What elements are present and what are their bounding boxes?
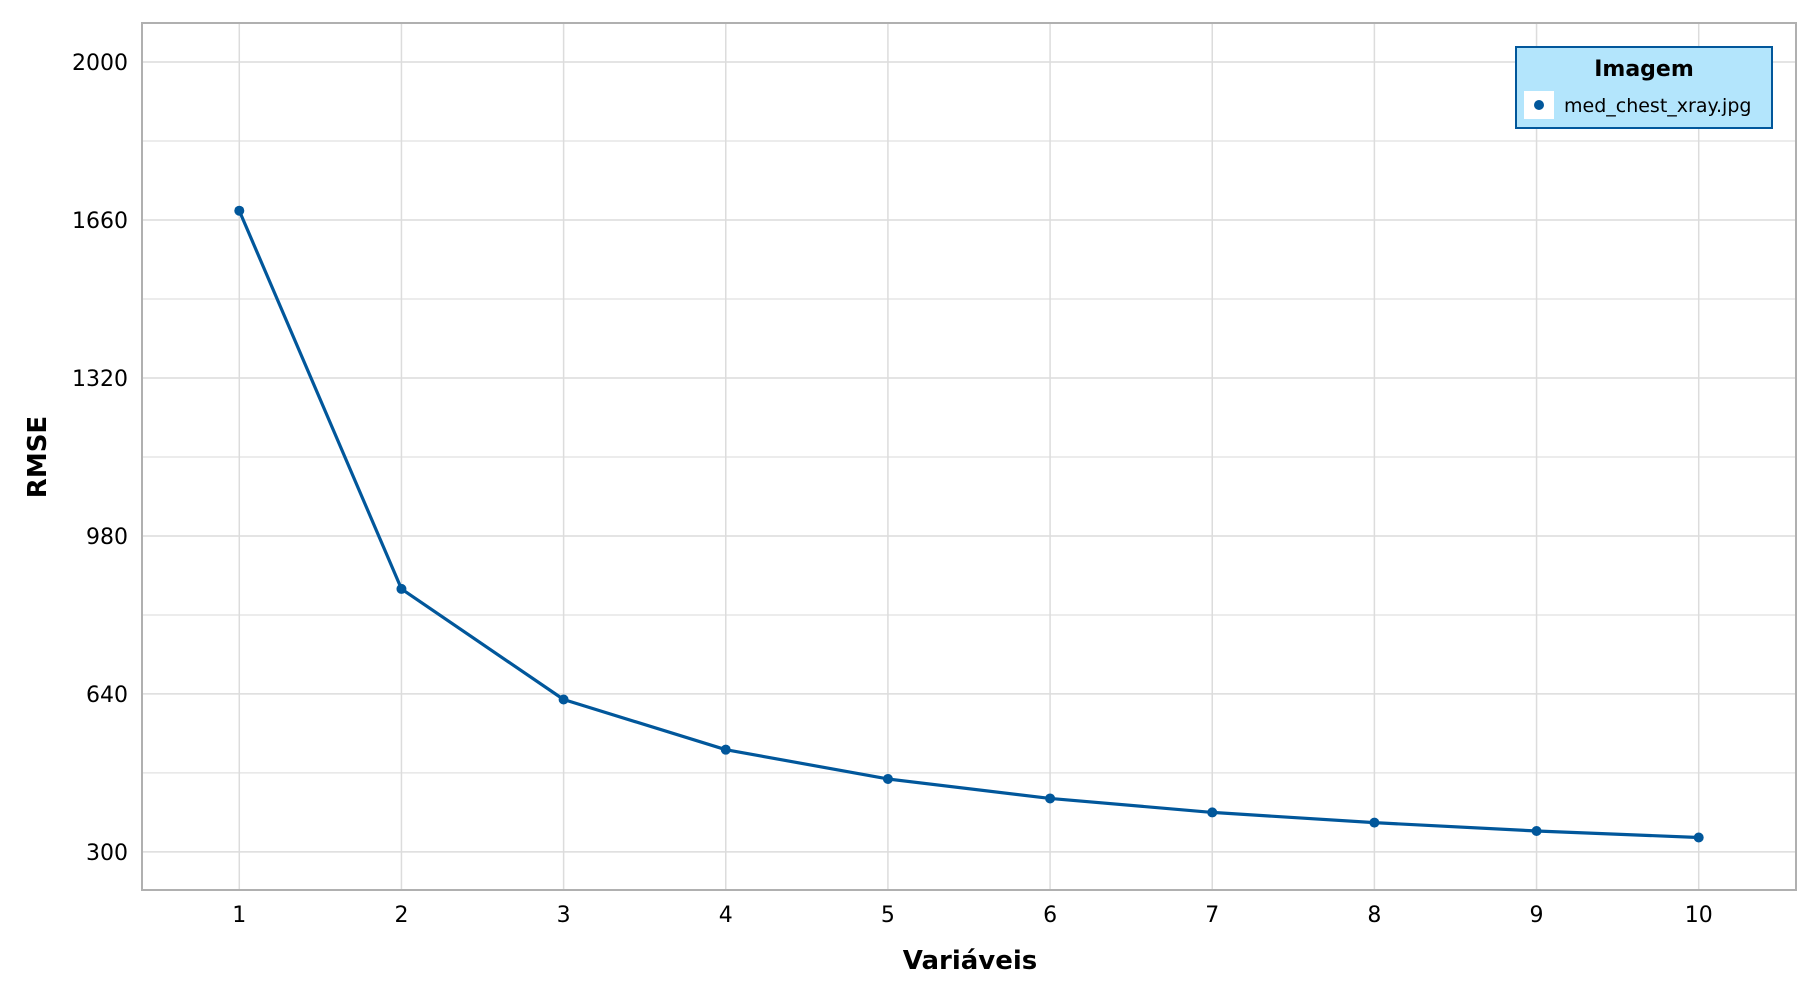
data-point — [558, 694, 569, 705]
data-point — [1531, 825, 1542, 836]
x-tick-label: 3 — [557, 903, 571, 928]
y-tick-label: 1320 — [72, 367, 128, 392]
data-point — [1045, 793, 1056, 804]
y-tick-label: 1660 — [72, 209, 128, 234]
y-axis-title: RMSE — [23, 416, 53, 498]
grid-lines — [142, 23, 1796, 890]
legend-box — [1515, 46, 1773, 129]
x-tick-label: 8 — [1367, 903, 1381, 928]
y-tick-label: 2000 — [72, 51, 128, 76]
data-point — [720, 744, 731, 755]
x-tick-label: 1 — [232, 903, 246, 928]
y-axis-ticks: 300 640 980 1320 1660 2000 — [72, 51, 128, 866]
x-tick-label: 4 — [719, 903, 733, 928]
legend-title: Imagem — [1594, 57, 1694, 82]
data-point — [1207, 807, 1218, 818]
legend-marker-icon — [1534, 100, 1544, 110]
plot-frame — [141, 22, 1797, 891]
data-point — [396, 583, 407, 594]
x-tick-label: 9 — [1530, 903, 1544, 928]
x-tick-label: 5 — [881, 903, 895, 928]
series-layer — [234, 205, 1704, 843]
y-tick-label: 980 — [86, 525, 128, 550]
y-tick-label: 300 — [86, 841, 128, 866]
data-point — [1693, 832, 1704, 843]
data-point — [234, 205, 245, 216]
series-line — [237, 210, 1699, 840]
legend-series-label: med_chest_xray.jpg — [1564, 95, 1751, 117]
x-tick-label: 7 — [1205, 903, 1219, 928]
x-tick-label: 2 — [394, 903, 408, 928]
legend: Imagem med_chest_xray.jpg — [1515, 46, 1773, 129]
x-tick-label: 10 — [1685, 903, 1713, 928]
x-tick-label: 6 — [1043, 903, 1057, 928]
x-axis-title: Variáveis — [903, 946, 1038, 976]
y-tick-label: 640 — [86, 683, 128, 708]
data-point — [882, 773, 893, 784]
data-point — [1369, 817, 1380, 828]
x-axis-ticks: 1 2 3 4 5 6 7 8 9 10 — [232, 903, 1712, 928]
